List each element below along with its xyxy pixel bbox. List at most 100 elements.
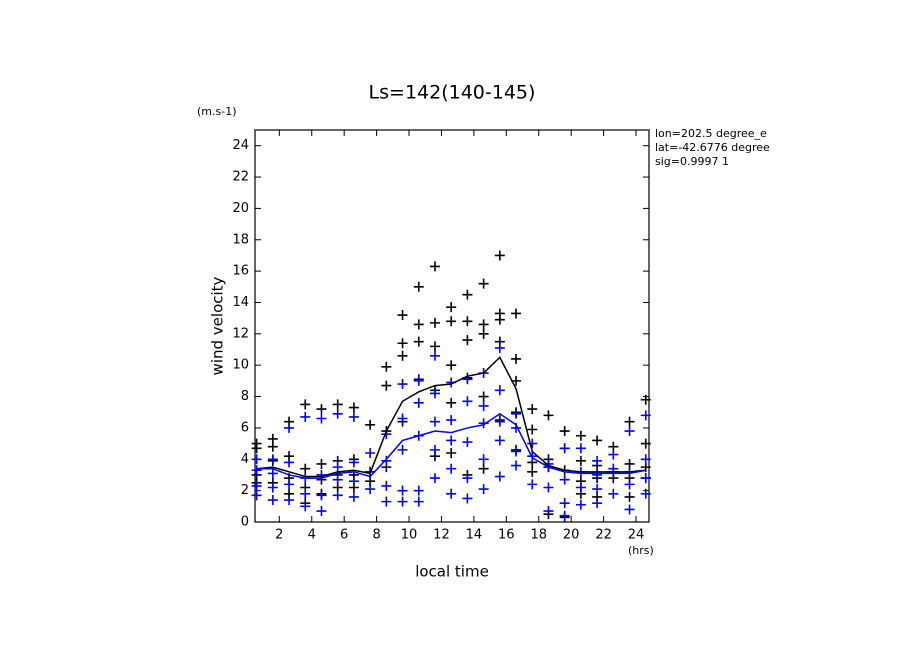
plus-marker [478, 391, 489, 402]
plus-marker [284, 422, 295, 433]
plus-marker [429, 261, 440, 272]
plus-marker [300, 411, 311, 422]
x-tick-label: 22 [595, 528, 612, 543]
plus-marker [251, 480, 262, 491]
plus-marker [381, 496, 392, 507]
plus-marker [300, 399, 311, 410]
plus-marker [316, 458, 327, 469]
plus-marker [575, 443, 586, 454]
plus-marker [267, 482, 278, 493]
plus-marker [397, 310, 408, 321]
plus-marker [559, 510, 570, 521]
plus-marker [300, 501, 311, 512]
plus-marker [559, 443, 570, 454]
plus-marker [284, 495, 295, 506]
plus-marker [316, 404, 327, 415]
plus-marker [446, 448, 457, 459]
plus-marker [624, 491, 635, 502]
plus-marker [429, 473, 440, 484]
x-tick-label: 4 [308, 528, 316, 543]
y-unit: (m.s-1) [197, 105, 237, 118]
y-tick-label: 4 [241, 452, 249, 467]
plus-marker [478, 328, 489, 339]
y-tick-label: 20 [232, 201, 249, 216]
plus-marker [348, 476, 359, 487]
plus-marker [640, 410, 651, 421]
annotation: sig=0.9997 1 [655, 155, 729, 168]
plus-marker [592, 435, 603, 446]
plus-marker [267, 441, 278, 452]
mean-line [256, 412, 646, 479]
plus-marker [365, 419, 376, 430]
plus-marker [575, 499, 586, 510]
plus-marker [494, 314, 505, 325]
mean-line [256, 356, 646, 478]
plus-marker [300, 463, 311, 474]
x-tick-label: 18 [530, 528, 547, 543]
plus-marker [316, 413, 327, 424]
plus-marker [624, 426, 635, 437]
plus-marker [608, 473, 619, 484]
plus-marker [527, 404, 538, 415]
plus-marker [300, 488, 311, 499]
y-tick-label: 22 [232, 170, 249, 185]
plus-marker [429, 416, 440, 427]
x-axis-label: local time [415, 563, 489, 581]
y-tick-label: 12 [232, 326, 249, 341]
plus-marker [381, 455, 392, 466]
plus-marker [348, 411, 359, 422]
plus-marker [381, 361, 392, 372]
x-tick-label: 8 [372, 528, 380, 543]
annotation: lon=202.5 degree_e [655, 127, 767, 140]
plus-marker [624, 479, 635, 490]
plus-marker [511, 408, 522, 419]
plus-marker [446, 415, 457, 426]
plus-marker [397, 350, 408, 361]
chart-title: Ls=142(140-145) [369, 82, 536, 104]
plus-marker [429, 317, 440, 328]
plus-marker [397, 338, 408, 349]
plus-marker [413, 496, 424, 507]
plus-marker [413, 319, 424, 330]
plus-marker [284, 479, 295, 490]
x-tick-label: 16 [498, 528, 515, 543]
x-tick-label: 6 [340, 528, 348, 543]
x-tick-label: 2 [275, 528, 283, 543]
plus-marker [429, 350, 440, 361]
plus-marker [348, 491, 359, 502]
x-tick-label: 10 [401, 528, 418, 543]
plus-marker [251, 454, 262, 465]
plus-marker [413, 375, 424, 386]
plus-marker [527, 479, 538, 490]
annotation: lat=-42.6776 degree [655, 141, 770, 154]
plus-marker [397, 444, 408, 455]
plus-marker [575, 455, 586, 466]
plus-marker [640, 488, 651, 499]
plus-marker [543, 410, 554, 421]
plus-marker [462, 316, 473, 327]
plus-marker [365, 448, 376, 459]
plus-marker [624, 416, 635, 427]
plus-marker [429, 444, 440, 455]
plus-marker [446, 360, 457, 371]
plus-marker [592, 455, 603, 466]
plus-marker [494, 385, 505, 396]
plus-marker [446, 302, 457, 313]
plus-marker [397, 413, 408, 424]
plus-marker [413, 336, 424, 347]
annotations: lon=202.5 degree_e lat=-42.6776 degree s… [655, 127, 770, 168]
plus-marker [446, 463, 457, 474]
y-axis-label: wind velocity [209, 276, 227, 375]
plus-marker [413, 485, 424, 496]
plus-marker [429, 388, 440, 399]
plus-marker [381, 380, 392, 391]
plus-marker [511, 353, 522, 364]
plus-marker [527, 438, 538, 449]
plus-marker [494, 435, 505, 446]
y-tick-label: 6 [241, 420, 249, 435]
plus-marker [478, 463, 489, 474]
plus-marker [267, 468, 278, 479]
plus-marker [478, 278, 489, 289]
plus-marker [511, 446, 522, 457]
plus-marker [608, 449, 619, 460]
